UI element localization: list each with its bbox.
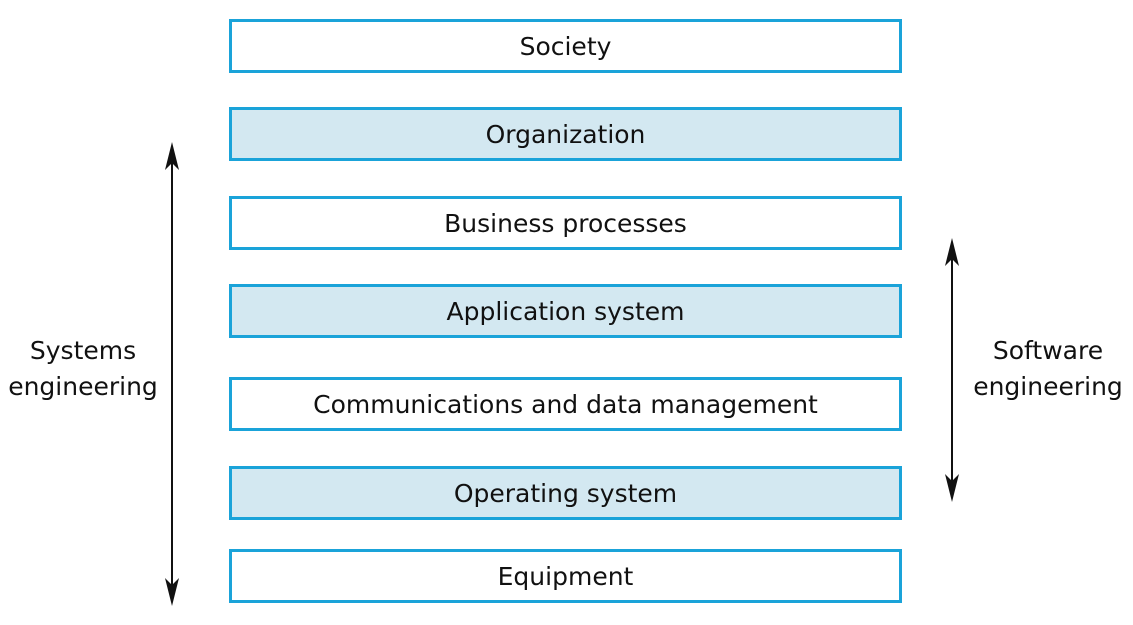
layer-equipment: Equipment <box>229 549 902 603</box>
systems-engineering-arrow <box>165 142 179 606</box>
layer-operating-system: Operating system <box>229 466 902 520</box>
systems-engineering-line2: engineering <box>8 372 158 401</box>
layer-label: Application system <box>446 296 685 326</box>
systems-engineering-arrow-head-up <box>165 142 179 170</box>
systems-engineering-label: Systems engineering <box>0 333 166 405</box>
software-engineering-line2: engineering <box>973 372 1123 401</box>
layer-communications-data-management: Communications and data management <box>229 377 902 431</box>
layer-label: Organization <box>485 119 646 149</box>
layer-organization: Organization <box>229 107 902 161</box>
layer-label: Society <box>519 31 612 61</box>
layer-label: Communications and data management <box>313 389 818 419</box>
layer-society: Society <box>229 19 902 73</box>
software-engineering-arrow-head-down <box>945 474 959 502</box>
layer-label: Equipment <box>497 561 634 591</box>
software-engineering-arrow-head-up <box>945 238 959 266</box>
layer-business-processes: Business processes <box>229 196 902 250</box>
layer-application-system: Application system <box>229 284 902 338</box>
systems-engineering-arrow-head-down <box>165 578 179 606</box>
systems-engineering-line1: Systems <box>29 336 137 365</box>
layer-label: Business processes <box>444 208 687 238</box>
software-engineering-arrow <box>945 238 959 502</box>
layer-label: Operating system <box>453 478 678 508</box>
software-engineering-line1: Software <box>992 336 1104 365</box>
software-engineering-label: Software engineering <box>963 333 1133 405</box>
